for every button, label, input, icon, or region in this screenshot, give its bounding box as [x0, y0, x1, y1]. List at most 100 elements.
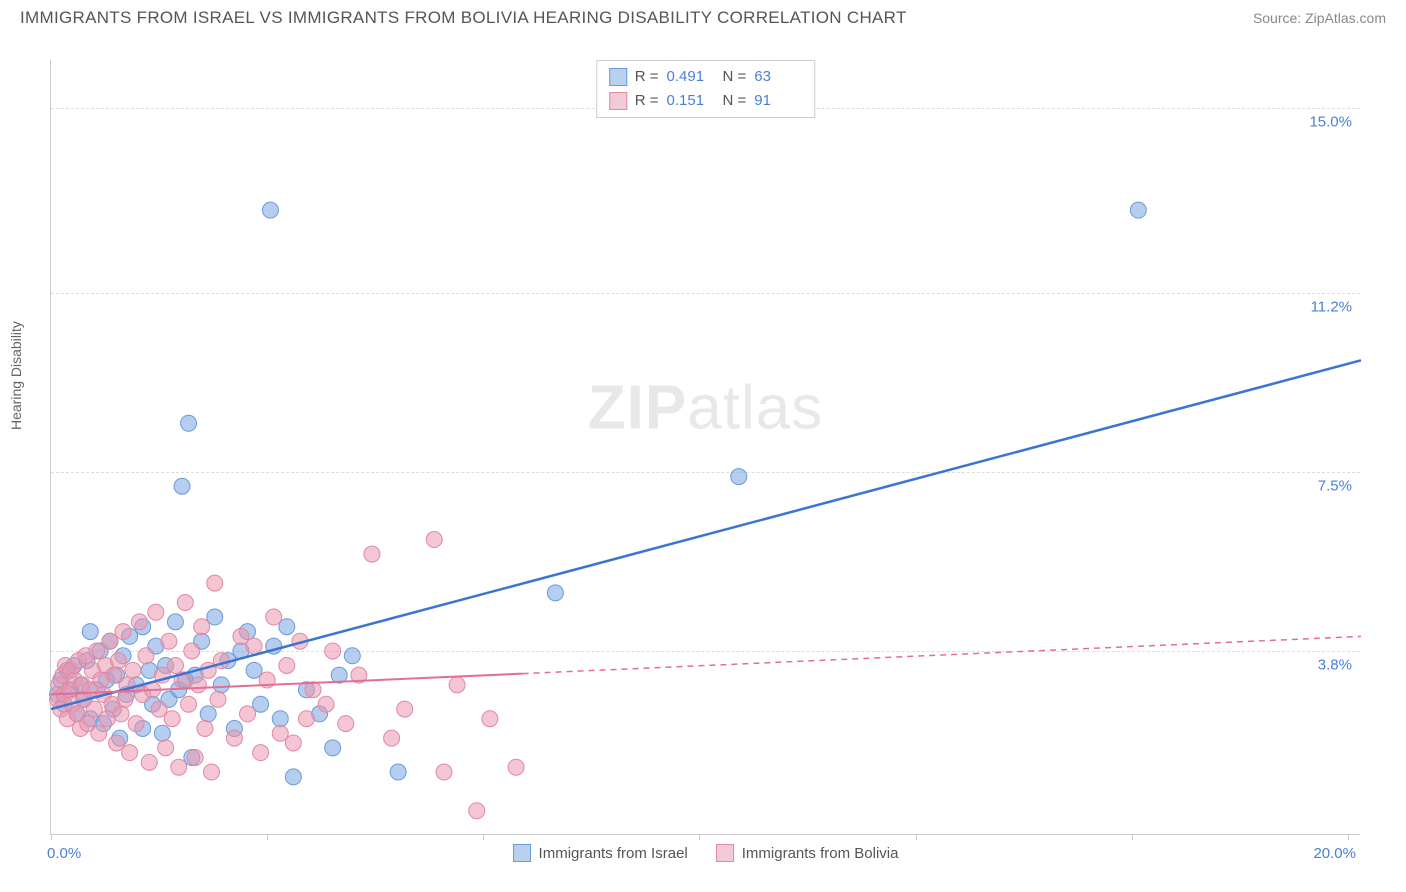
- data-point: [158, 740, 174, 756]
- chart-title: IMMIGRANTS FROM ISRAEL VS IMMIGRANTS FRO…: [20, 8, 907, 28]
- data-point: [482, 711, 498, 727]
- source-label: Source: ZipAtlas.com: [1253, 10, 1386, 26]
- data-point: [181, 415, 197, 431]
- data-point: [266, 609, 282, 625]
- data-point: [397, 701, 413, 717]
- data-point: [125, 662, 141, 678]
- data-point: [298, 711, 314, 727]
- legend-n-value: 63: [754, 65, 802, 89]
- data-point: [384, 730, 400, 746]
- data-point: [177, 595, 193, 611]
- data-point: [167, 614, 183, 630]
- data-point: [190, 677, 206, 693]
- legend-n-label: N =: [723, 65, 747, 89]
- data-point: [174, 478, 190, 494]
- data-point: [210, 691, 226, 707]
- data-point: [200, 706, 216, 722]
- x-tick-mark: [916, 834, 917, 840]
- data-point: [390, 764, 406, 780]
- data-point: [469, 803, 485, 819]
- stats-legend: R =0.491N =63R =0.151N =91: [596, 60, 816, 118]
- data-point: [86, 701, 102, 717]
- data-point: [102, 633, 118, 649]
- series-legend-item: Immigrants from Israel: [513, 844, 688, 862]
- data-point: [151, 701, 167, 717]
- data-point: [226, 730, 242, 746]
- data-point: [117, 691, 133, 707]
- x-axis-max-label: 20.0%: [1313, 845, 1356, 862]
- data-point: [246, 662, 262, 678]
- y-axis-label: Hearing Disability: [8, 321, 24, 430]
- data-point: [197, 720, 213, 736]
- data-point: [213, 677, 229, 693]
- scatter-plot: [51, 60, 1360, 834]
- x-tick-mark: [1132, 834, 1133, 840]
- series-legend-item: Immigrants from Bolivia: [716, 844, 899, 862]
- data-point: [115, 624, 131, 640]
- series-legend: Immigrants from Israel Immigrants from Bo…: [513, 844, 899, 862]
- data-point: [240, 706, 256, 722]
- data-point: [338, 716, 354, 732]
- data-point: [344, 648, 360, 664]
- data-point: [325, 740, 341, 756]
- data-point: [272, 725, 288, 741]
- x-tick-mark: [267, 834, 268, 840]
- trend-line-extrapolated: [523, 636, 1361, 673]
- data-point: [113, 706, 129, 722]
- data-point: [731, 469, 747, 485]
- data-point: [1130, 202, 1146, 218]
- trend-line: [51, 360, 1361, 709]
- legend-swatch: [609, 92, 627, 110]
- data-point: [547, 585, 563, 601]
- data-point: [203, 764, 219, 780]
- legend-r-label: R =: [635, 65, 659, 89]
- data-point: [207, 575, 223, 591]
- data-point: [148, 604, 164, 620]
- legend-n-label: N =: [723, 89, 747, 113]
- data-point: [128, 716, 144, 732]
- x-tick-mark: [51, 834, 52, 840]
- legend-swatch: [716, 844, 734, 862]
- data-point: [187, 750, 203, 766]
- data-point: [109, 735, 125, 751]
- data-point: [364, 546, 380, 562]
- x-tick-mark: [699, 834, 700, 840]
- data-point: [91, 725, 107, 741]
- data-point: [181, 696, 197, 712]
- data-point: [138, 648, 154, 664]
- data-point: [154, 725, 170, 741]
- data-point: [253, 696, 269, 712]
- stats-legend-row: R = 0.491 N = 63: [609, 65, 803, 89]
- data-point: [122, 745, 138, 761]
- data-point: [171, 759, 187, 775]
- chart-plot-area: ZIPatlas 3.8%7.5%11.2%15.0% R =0.491N =6…: [50, 60, 1360, 835]
- x-tick-mark: [483, 834, 484, 840]
- legend-r-value: 0.151: [667, 89, 715, 113]
- data-point: [167, 657, 183, 673]
- data-point: [161, 633, 177, 649]
- series-name: Immigrants from Israel: [539, 845, 688, 862]
- data-point: [110, 653, 126, 669]
- data-point: [164, 711, 180, 727]
- legend-r-value: 0.491: [667, 65, 715, 89]
- data-point: [82, 624, 98, 640]
- x-axis-min-label: 0.0%: [47, 845, 81, 862]
- stats-legend-row: R =0.151N =91: [609, 89, 803, 113]
- data-point: [285, 769, 301, 785]
- series-name: Immigrants from Bolivia: [742, 845, 899, 862]
- data-point: [449, 677, 465, 693]
- data-point: [325, 643, 341, 659]
- legend-swatch: [513, 844, 531, 862]
- data-point: [426, 532, 442, 548]
- data-point: [194, 619, 210, 635]
- data-point: [272, 711, 288, 727]
- legend-r-label: R =: [635, 89, 659, 113]
- data-point: [436, 764, 452, 780]
- data-point: [131, 614, 147, 630]
- data-point: [246, 638, 262, 654]
- data-point: [279, 657, 295, 673]
- data-point: [253, 745, 269, 761]
- legend-swatch: [609, 68, 627, 86]
- data-point: [285, 735, 301, 751]
- data-point: [141, 754, 157, 770]
